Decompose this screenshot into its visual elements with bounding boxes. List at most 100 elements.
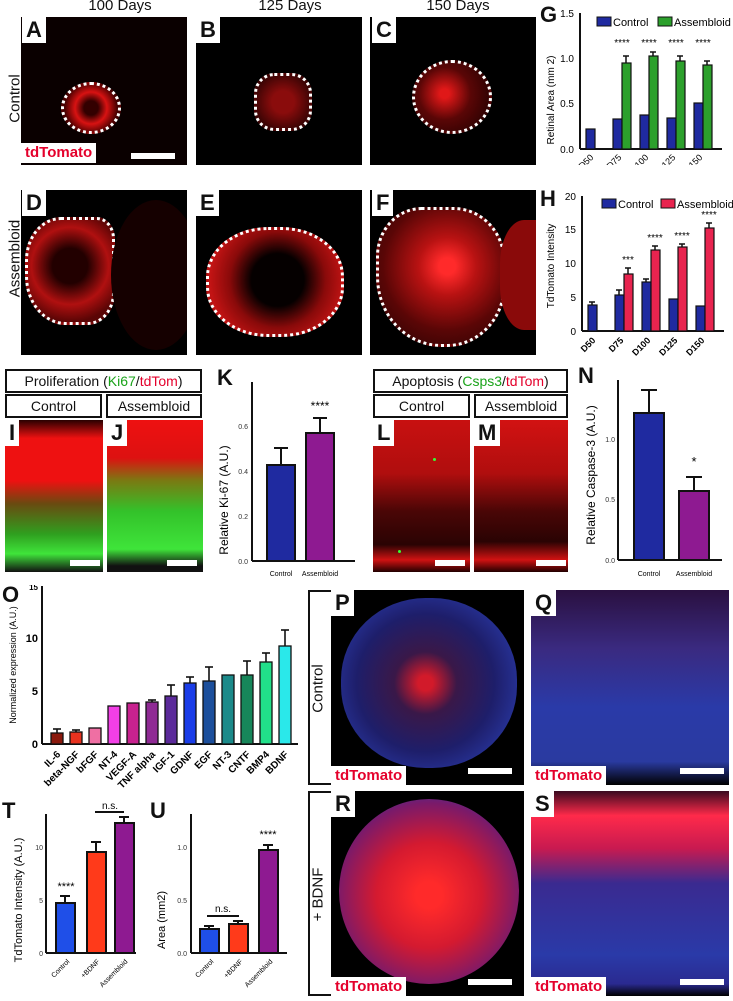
panel-letter-S: S [531,791,554,817]
column-title-125-days: 125 Days [258,0,322,14]
svg-text:0.6: 0.6 [238,424,248,431]
svg-text:0.0: 0.0 [238,559,248,566]
micrograph-F [370,190,536,355]
svg-text:5: 5 [39,898,43,905]
panel-letter-O: O [2,582,20,608]
chart-H-tdtomato-intensity: TdTomato Intensity 0 5 10 15 20 Control … [546,192,733,356]
svg-text:1.5: 1.5 [560,9,574,20]
svg-text:Assembloid: Assembloid [677,199,733,211]
svg-text:0.5: 0.5 [560,99,574,110]
svg-text:Assembloid: Assembloid [99,958,130,989]
panel-letter-G: G [540,2,558,28]
svg-text:1.0: 1.0 [177,845,187,852]
panel-letter-P: P [331,590,354,616]
svg-text:0: 0 [39,951,43,958]
svg-text:Assembloid: Assembloid [244,958,275,989]
svg-text:D150: D150 [684,335,706,356]
micrograph-R: tdTomato [331,791,524,996]
svg-text:Control: Control [618,199,653,211]
chart-O-growth-factors: Normalized expression (A.U.) 0 5 10 15 I [8,585,298,791]
svg-text:D100: D100 [628,152,650,165]
svg-text:1.0: 1.0 [560,54,574,65]
label-assembloid: Assembloid [106,394,202,418]
svg-text:bFGF: bFGF [75,749,101,775]
svg-text:0.2: 0.2 [238,514,248,521]
svg-text:10: 10 [565,259,577,270]
svg-text:Control: Control [194,958,215,979]
svg-text:****: **** [641,38,657,49]
svg-text:Normalized expression (A.U.): Normalized expression (A.U.) [8,606,18,724]
svg-text:0: 0 [570,327,576,338]
column-title-100-days: 100 Days [88,0,152,14]
svg-text:****: **** [259,829,277,841]
panel-letter-F: F [372,190,394,216]
svg-text:0.0: 0.0 [605,558,615,565]
micrograph-P: tdTomato [331,590,524,785]
micrograph-E [196,190,362,355]
svg-text:n.s.: n.s. [102,801,118,812]
row-bracket-control [308,590,331,785]
svg-text:20: 20 [565,192,577,203]
panel-letter-D: D [22,190,46,216]
panel-letter-B: B [196,17,220,43]
micrograph-B [196,17,362,165]
svg-text:D50: D50 [579,335,598,354]
panel-letter-J: J [107,420,128,446]
micrograph-Q: tdTomato [531,590,729,785]
svg-text:EGF: EGF [193,749,215,771]
panel-letter-M: M [474,420,501,446]
svg-text:0.5: 0.5 [605,497,615,504]
chart-K-ki67: Relative Ki-67 (A.U.) 0.0 0.2 0.4 0.6 **… [217,382,355,578]
panel-letter-R: R [331,791,355,817]
svg-text:+BDNF: +BDNF [223,958,244,979]
svg-text:0.5: 0.5 [177,898,187,905]
legend-control: Control [613,17,648,29]
svg-text:D100: D100 [630,335,652,356]
svg-text:TdTomato Intensity (A.U.): TdTomato Intensity (A.U.) [13,838,25,963]
svg-text:D75: D75 [605,152,624,165]
chart-N-caspase3: Relative Caspase-3 (A.U.) 0.0 0.5 1.0 * … [584,380,722,578]
svg-text:10: 10 [35,845,43,852]
scale-bar [131,153,175,159]
row-title-control: Control [309,664,327,713]
svg-text:10: 10 [26,633,38,645]
label-assembloid: Assembloid [474,394,568,418]
svg-text:0: 0 [32,739,38,751]
panel-letter-Q: Q [531,590,557,616]
panel-letter-N: N [578,363,594,389]
label-control: Control [5,394,102,418]
panel-letter-H: H [540,186,556,212]
svg-text:5: 5 [570,293,576,304]
apoptosis-header: Apoptosis (Csps3/tdTom) [373,369,568,393]
svg-text:****: **** [695,38,711,49]
svg-text:+BDNF: +BDNF [80,958,101,979]
svg-text:D125: D125 [657,335,679,356]
panel-letter-L: L [373,420,395,446]
panel-letter-E: E [196,190,219,216]
svg-text:****: **** [701,210,717,221]
svg-text:Area (mm2): Area (mm2) [156,891,168,949]
panel-letter-I: I [5,420,20,446]
svg-text:Control: Control [50,958,71,979]
svg-text:0.4: 0.4 [238,469,248,476]
chart-U-bdnf-area: Area (mm2) 0.0 0.5 1.0 n.s. **** Control… [156,814,287,989]
micrograph-D [21,190,187,355]
svg-text:D50: D50 [577,152,596,165]
svg-text:0.0: 0.0 [177,951,187,958]
proliferation-header: Proliferation (Ki67/tdTom) [5,369,202,393]
svg-text:****: **** [57,881,75,893]
svg-text:D125: D125 [655,152,677,165]
svg-text:****: **** [614,38,630,49]
row-title-bdnf: + BDNF [309,867,327,922]
svg-text:Relative Caspase-3 (A.U.): Relative Caspase-3 (A.U.) [584,405,598,544]
chart-G-ylabel: Retinal Area (mm 2) [546,56,557,145]
svg-text:D75: D75 [607,335,626,354]
panel-letter-A: A [22,17,46,43]
micrograph-C [370,17,536,165]
svg-text:****: **** [647,233,663,244]
panel-letter-C: C [372,17,396,43]
svg-text:Assembloid: Assembloid [302,571,338,578]
svg-text:*: * [691,454,696,469]
svg-text:Control: Control [270,571,293,578]
svg-text:****: **** [311,399,330,413]
